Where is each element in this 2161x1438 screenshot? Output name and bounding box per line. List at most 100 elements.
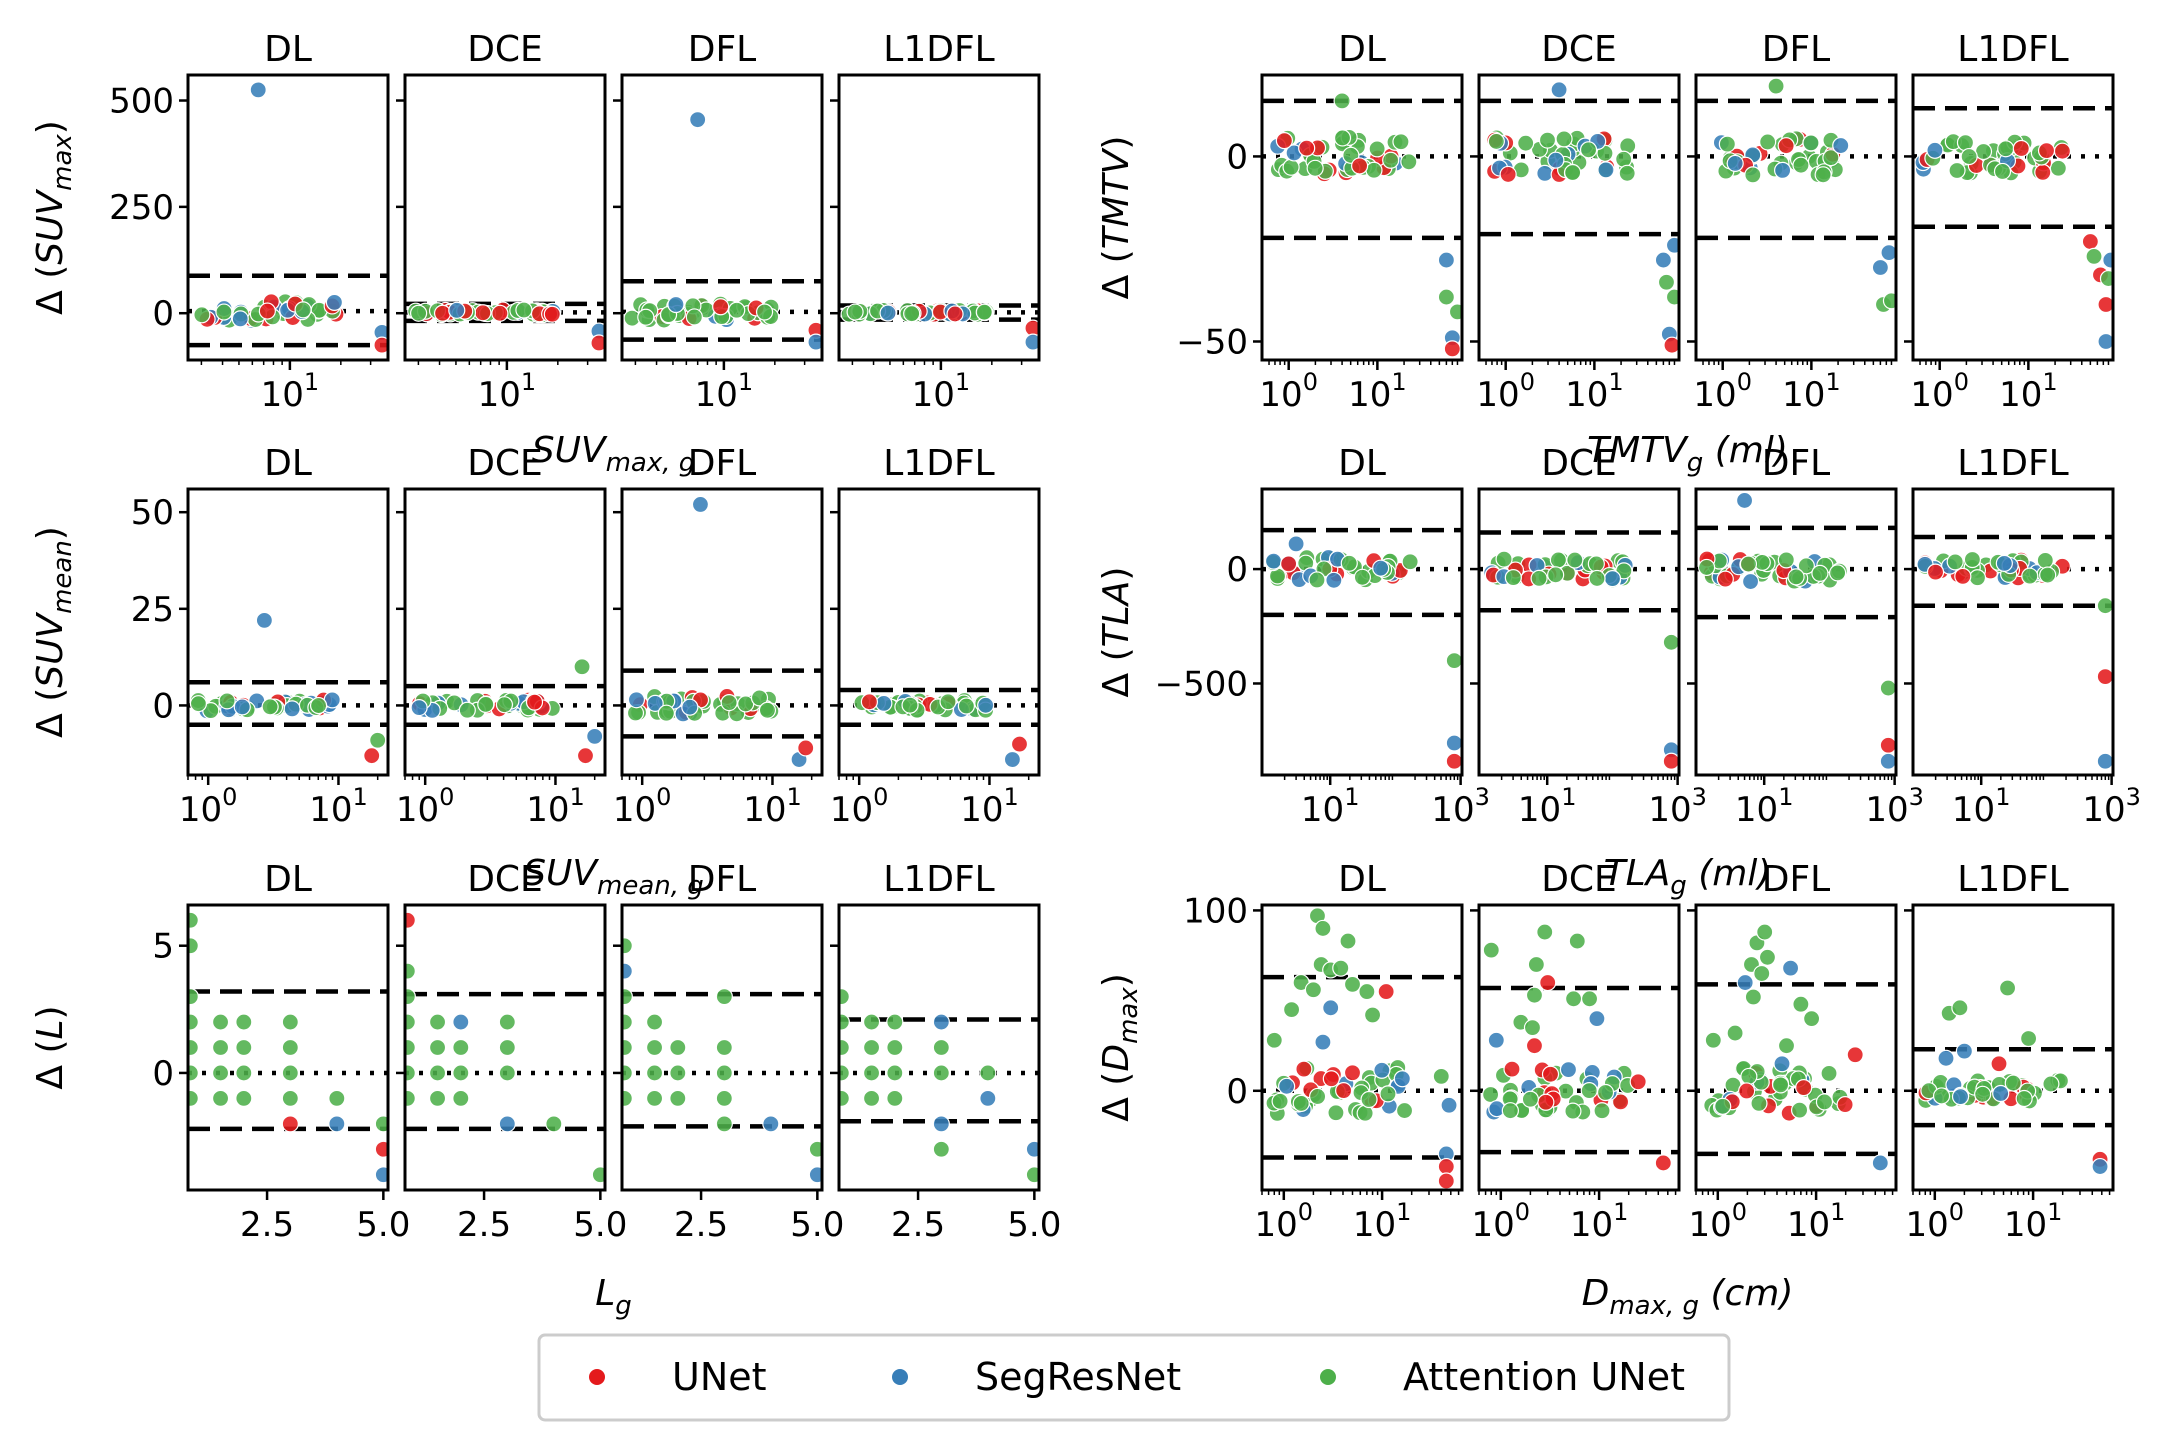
data-point — [1756, 923, 1774, 941]
legend-label-attention-unet: Attention UNet — [1403, 1355, 1685, 1399]
x-tick-exp: 3 — [1909, 783, 1924, 811]
data-point — [281, 1013, 299, 1031]
x-tick-exp: 1 — [304, 368, 319, 396]
data-point — [405, 1013, 416, 1031]
data-point — [1440, 1096, 1458, 1114]
data-point — [862, 1038, 881, 1057]
data-point — [1393, 1070, 1411, 1088]
data-point — [1392, 133, 1410, 151]
panel-title: DFL — [1762, 29, 1830, 70]
data-point — [903, 305, 921, 323]
data-point — [1487, 1031, 1505, 1049]
x-tick-exp: 1 — [352, 783, 367, 811]
panel-title: DCE — [467, 859, 543, 900]
data-point — [1536, 923, 1554, 941]
data-point — [189, 695, 208, 713]
x-tick-exp: 1 — [2042, 368, 2057, 396]
panel-title: L1DFL — [1957, 29, 2068, 70]
x-tick-base: 10 — [1906, 1205, 1949, 1245]
data-point — [1525, 986, 1544, 1004]
data-point — [646, 694, 664, 712]
data-point — [1003, 750, 1022, 769]
data-point — [1537, 1093, 1555, 1111]
data-point — [1955, 1042, 1973, 1060]
x-tick-label: 103 — [1865, 783, 1924, 830]
x-tick-label: 5.0 — [356, 1205, 410, 1245]
x-tick-base: 10 — [179, 790, 222, 830]
x-tick-base: 10 — [1648, 790, 1691, 830]
data-point — [2037, 142, 2056, 160]
data-point — [1597, 161, 1615, 179]
y-tick-label: 5 — [152, 927, 174, 967]
y-tick-label: 500 — [109, 82, 174, 122]
x-tick-exp: 0 — [1303, 368, 1318, 396]
data-point — [498, 1064, 516, 1082]
data-point — [1377, 982, 1395, 1001]
x-tick-exp: 0 — [1954, 368, 1969, 396]
y-tick-label: −50 — [1176, 322, 1248, 362]
data-point — [957, 697, 975, 715]
panel-title: L1DFL — [1957, 859, 2068, 900]
x-tick-exp: 1 — [1995, 783, 2010, 811]
data-point — [1373, 1061, 1391, 1079]
data-point — [2097, 332, 2113, 351]
panel-frame — [1477, 73, 1681, 362]
data-point — [839, 988, 850, 1006]
data-point — [1662, 752, 1679, 770]
data-point — [932, 1140, 950, 1158]
y-axis-label-end: ) — [30, 526, 71, 540]
x-tick-label: 100 — [613, 783, 672, 830]
data-point — [374, 1166, 388, 1184]
data-point — [1926, 563, 1945, 581]
data-point — [977, 696, 995, 714]
panel-frame — [1694, 487, 1898, 777]
panel-inner — [1479, 81, 1679, 354]
data-point — [1525, 1037, 1544, 1055]
data-point — [328, 1115, 346, 1133]
data-point — [2036, 551, 2054, 569]
x-tick-label: 100 — [179, 783, 238, 830]
legend-label-segresnet: SegResNet — [975, 1355, 1181, 1399]
data-point — [1871, 1154, 1889, 1172]
legend-marker-unet — [589, 1369, 605, 1385]
data-point — [586, 727, 604, 745]
data-point — [1521, 1090, 1539, 1108]
x-tick-label: 5.0 — [790, 1205, 844, 1245]
x-tick-label: 103 — [1431, 783, 1490, 830]
x-axis-label-end: (ml) — [1687, 853, 1772, 894]
x-axis-label-end: (cm) — [1699, 1273, 1793, 1314]
data-point — [428, 1064, 447, 1082]
x-tick-label: 101 — [1735, 783, 1794, 830]
data-point — [622, 962, 633, 980]
legend-label-unet: UNet — [672, 1355, 767, 1399]
data-point — [309, 696, 328, 715]
data-point — [1740, 1067, 1758, 1086]
panel-title: DCE — [1541, 859, 1617, 900]
x-tick-base: 5.0 — [1007, 1205, 1061, 1245]
data-point — [750, 689, 769, 707]
legend-marker-segresnet — [892, 1369, 908, 1385]
data-point — [667, 295, 685, 314]
data-point — [1744, 988, 1762, 1006]
data-point — [1665, 236, 1679, 254]
y-axis-label-sub: mean — [48, 540, 78, 614]
data-point — [1010, 735, 1029, 753]
data-point — [1432, 1067, 1450, 1085]
y-tick-label: 0 — [152, 1054, 174, 1094]
data-point — [1400, 153, 1418, 171]
panel-inner — [1479, 923, 1679, 1172]
data-point — [808, 1166, 822, 1184]
data-point — [657, 704, 675, 722]
x-tick-base: 10 — [1689, 1205, 1732, 1245]
data-point — [1879, 679, 1896, 697]
data-point — [1753, 964, 1771, 983]
data-point — [1777, 1037, 1796, 1055]
data-point — [1797, 557, 1815, 575]
data-point — [1663, 336, 1679, 354]
data-point — [622, 1064, 633, 1082]
data-point — [215, 303, 233, 321]
